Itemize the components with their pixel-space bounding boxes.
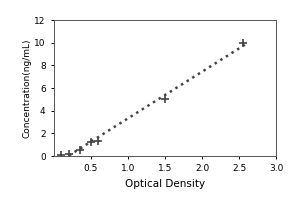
X-axis label: Optical Density: Optical Density [125,179,205,189]
Y-axis label: Concentration(ng/mL): Concentration(ng/mL) [22,38,32,138]
